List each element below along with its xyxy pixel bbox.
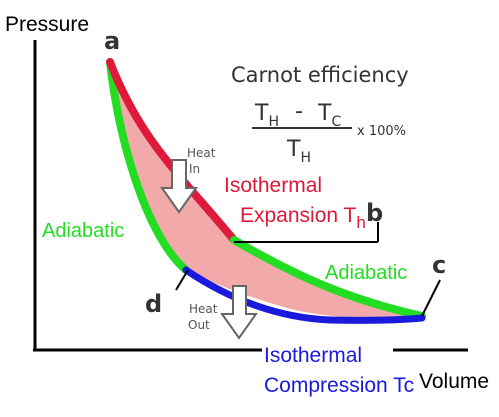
isothermal-expansion-label-line1: Isothermal [224,174,322,197]
point-b-label: b [366,199,383,227]
cycle-work-area [110,62,422,318]
heat-in-label-line1: Heat [187,146,216,160]
y-axis-label: Pressure [5,13,89,36]
isothermal-compression-label-line2: Compression Tc [264,374,414,397]
heat-out-label-line2: Out [188,318,210,332]
point-c-label: c [432,251,446,279]
point-d-leader [175,269,189,291]
isothermal-compression-curve [182,266,426,324]
formula-th: TH [254,101,279,130]
isothermal-expansion-curve [106,58,238,244]
adiabatic-right-label: Adiabatic [325,262,407,284]
adiabatic-compression-curve [106,58,190,274]
carnot-efficiency-title: Carnot efficiency [231,63,409,87]
adiabatic-left-label: Adiabatic [42,220,124,242]
formula-tc: TC [317,101,341,130]
heat-out-label-line1: Heat [189,302,218,316]
point-a-label: a [104,27,120,55]
point-c-leader [421,279,441,317]
point-d-label: d [145,290,162,318]
heat-in-arrow-icon [160,159,198,214]
adiabatic-expansion-curve [230,236,426,320]
formula-minus: - [295,99,303,124]
heat-out-arrow-icon [220,285,258,340]
heat-in-label-line2: In [189,162,200,176]
formula-multiplier: x 100% [357,124,406,139]
isothermal-expansion-label-line2: Expansion Th [240,204,366,232]
formula-denominator: TH [286,137,311,166]
isothermal-compression-label-line1: Isothermal [264,344,362,367]
x-axis-label: Volume [419,370,489,393]
